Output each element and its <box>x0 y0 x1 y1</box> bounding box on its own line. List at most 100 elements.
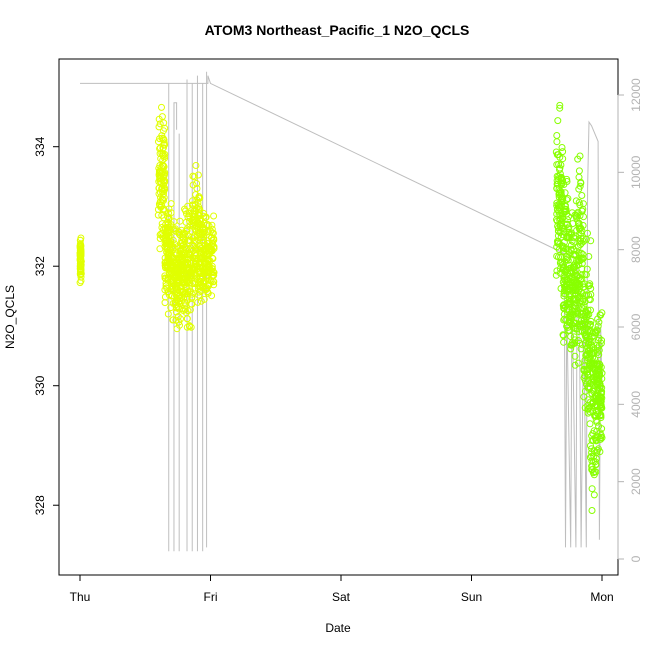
y2-tick-label: 10000 <box>629 155 643 189</box>
data-point <box>597 393 605 401</box>
data-point <box>210 212 218 220</box>
x-tick-label: Mon <box>590 590 613 604</box>
data-point <box>202 286 210 294</box>
data-point <box>180 263 188 271</box>
data-point <box>195 291 203 299</box>
x-tick-label: Sat <box>332 590 351 604</box>
data-point <box>179 231 187 239</box>
data-point <box>581 298 589 306</box>
data-point <box>597 411 605 419</box>
data-point <box>555 173 563 180</box>
data-point <box>588 452 596 460</box>
data-point <box>195 193 203 201</box>
data-point <box>596 404 604 412</box>
data-point <box>561 203 569 210</box>
data-point <box>198 253 206 261</box>
data-point <box>575 261 583 269</box>
data-point <box>593 362 601 370</box>
series-1 <box>76 103 218 333</box>
data-point <box>584 368 592 376</box>
data-point <box>588 507 596 514</box>
data-point <box>204 289 212 297</box>
data-point <box>195 206 203 213</box>
x-axis: Thu Fri Sat Sun Mon <box>70 574 614 604</box>
data-point <box>573 247 581 255</box>
data-point <box>169 261 177 269</box>
data-point <box>157 194 164 201</box>
data-point <box>200 212 208 220</box>
data-point <box>575 249 583 257</box>
data-point <box>574 310 582 318</box>
data-point <box>200 266 208 273</box>
data-point <box>593 381 601 389</box>
data-point <box>198 224 206 232</box>
data-point <box>554 117 562 125</box>
data-point <box>164 288 172 296</box>
data-point <box>561 258 569 266</box>
data-point <box>203 220 211 228</box>
x-tick-label: Fri <box>204 590 218 604</box>
data-point <box>189 234 197 242</box>
y-axis-label: N2O_QCLS <box>3 285 17 349</box>
data-point <box>580 317 588 325</box>
data-point <box>156 162 164 169</box>
data-point <box>594 385 602 393</box>
data-point <box>553 151 561 159</box>
data-point <box>588 462 596 470</box>
data-point <box>578 192 586 199</box>
data-point <box>200 245 208 253</box>
data-point <box>584 409 592 417</box>
y2-tick-label: 4000 <box>629 391 643 418</box>
data-point <box>581 404 589 412</box>
data-point <box>559 148 567 156</box>
data-point <box>558 179 566 187</box>
data-point <box>200 209 207 217</box>
data-point <box>553 237 561 245</box>
data-point <box>156 174 164 181</box>
data-point <box>204 228 212 235</box>
data-point <box>591 458 599 466</box>
data-point <box>172 296 180 304</box>
data-point <box>169 243 177 251</box>
data-point <box>207 227 215 235</box>
data-point <box>160 181 167 189</box>
data-point <box>597 390 605 398</box>
data-point <box>189 172 197 180</box>
data-point <box>169 316 177 324</box>
data-point <box>556 101 564 109</box>
data-point <box>174 313 182 320</box>
data-point <box>181 243 188 251</box>
data-point <box>189 197 196 205</box>
data-point <box>580 374 588 382</box>
data-point <box>198 249 206 257</box>
data-point <box>177 315 184 323</box>
chart-title: ATOM3 Northeast_Pacific_1 N2O_QCLS <box>205 22 470 38</box>
x-tick-label: Sun <box>461 590 482 604</box>
data-point <box>165 205 173 213</box>
data-point <box>572 197 580 205</box>
data-point <box>183 323 191 331</box>
data-point <box>189 222 197 230</box>
data-point <box>590 491 598 499</box>
data-point <box>210 243 217 251</box>
data-point <box>581 270 589 278</box>
data-point <box>559 155 567 163</box>
data-point <box>571 352 579 360</box>
axes-layer: Thu Fri Sat Sun Mon 328 330 332 334 0 2000 4000 6000… <box>33 58 643 604</box>
data-point <box>580 393 588 401</box>
data-point <box>208 229 216 237</box>
data-point <box>156 145 164 153</box>
data-point <box>595 318 603 326</box>
data-point <box>592 461 600 469</box>
data-point <box>76 260 84 268</box>
data-point <box>586 282 593 289</box>
data-point <box>176 321 183 329</box>
data-point <box>555 211 563 219</box>
data-point <box>182 218 190 226</box>
data-point <box>182 262 190 270</box>
data-point <box>587 306 594 314</box>
data-point <box>560 338 568 346</box>
data-point <box>588 375 596 383</box>
data-point <box>564 216 571 224</box>
data-point <box>191 284 199 292</box>
